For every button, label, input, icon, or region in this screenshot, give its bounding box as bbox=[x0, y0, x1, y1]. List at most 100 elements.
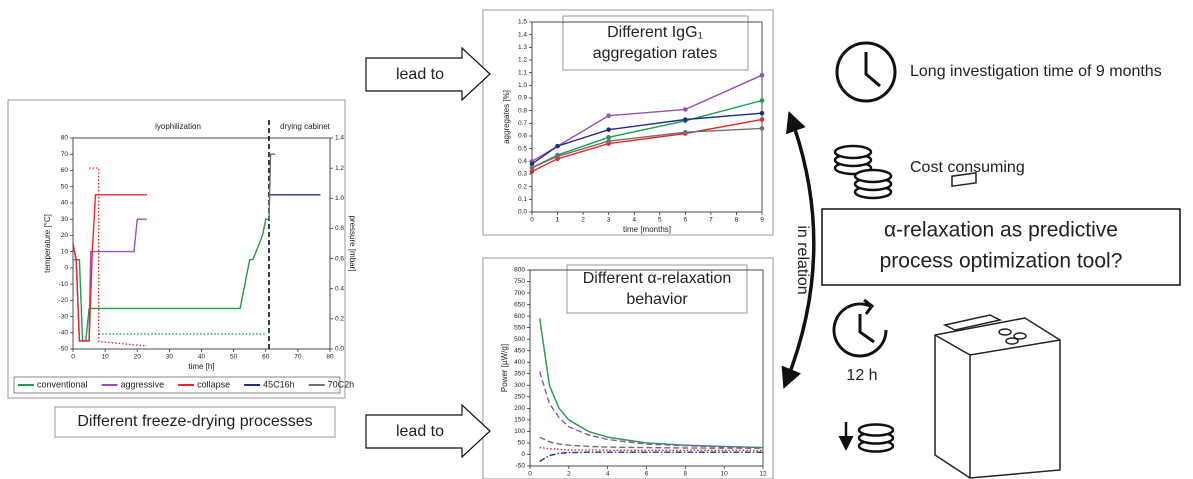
x-tick-label: 9 bbox=[760, 217, 764, 224]
y-tick-label: 50 bbox=[518, 440, 526, 447]
x-tick-label: 5 bbox=[658, 217, 662, 224]
y2-tick-label: 1.2 bbox=[335, 165, 344, 172]
y-tick-label: 550 bbox=[514, 324, 525, 331]
x-tick-label: 70 bbox=[294, 354, 302, 361]
y-tick-label: 250 bbox=[514, 394, 525, 401]
chart-title: aggregation rates bbox=[593, 45, 718, 62]
x-tick-label: 4 bbox=[632, 217, 636, 224]
x-tick-label: 0 bbox=[528, 471, 532, 478]
y2-tick-label: 1.4 bbox=[335, 135, 344, 142]
marker bbox=[683, 129, 688, 135]
lead-to-label: lead to bbox=[396, 66, 444, 83]
y2-tick-label: 0.4 bbox=[335, 285, 344, 292]
arrow-shape bbox=[365, 403, 491, 459]
y-tick-label: 10 bbox=[61, 248, 69, 255]
marker bbox=[759, 72, 765, 78]
y-tick-label: 1.3 bbox=[518, 44, 527, 51]
title-box bbox=[562, 15, 749, 71]
series-line bbox=[539, 436, 763, 449]
marker bbox=[529, 169, 535, 174]
y-tick-label: 1.4 bbox=[518, 31, 527, 38]
y-tick-label: 800 bbox=[514, 267, 525, 274]
y-axis-label: aggregates [%] bbox=[502, 90, 511, 144]
question-box bbox=[821, 208, 1181, 286]
lead-to-label: lead to bbox=[396, 423, 444, 440]
y-tick-label: 0.6 bbox=[518, 133, 527, 140]
marker bbox=[606, 127, 611, 132]
y-tick-label: 300 bbox=[514, 382, 525, 389]
plot-area bbox=[531, 21, 763, 213]
timer-icon bbox=[832, 298, 888, 358]
annotation: lyophilization bbox=[155, 122, 201, 131]
chart-title: Different α-relaxation bbox=[583, 270, 732, 287]
legend-box bbox=[13, 376, 341, 394]
arrow-shape bbox=[365, 46, 491, 102]
y-tick-label: 100 bbox=[514, 428, 525, 435]
y-tick-label: 0.8 bbox=[518, 107, 527, 114]
y2-tick-label: 0.2 bbox=[335, 316, 344, 323]
relation-label: in relation bbox=[794, 225, 811, 294]
y-tick-label: 1.0 bbox=[518, 82, 527, 89]
info-text: Cost consuming bbox=[910, 159, 1025, 176]
y-tick-label: 1.2 bbox=[518, 57, 527, 64]
y2-tick-label: 1.0 bbox=[335, 195, 344, 202]
x-tick-label: 6 bbox=[684, 217, 688, 224]
series-line bbox=[72, 194, 147, 342]
series-line bbox=[539, 451, 763, 463]
x-tick-label: 12 bbox=[759, 471, 767, 478]
x-tick-label: 60 bbox=[262, 354, 270, 361]
y-tick-label: -20 bbox=[59, 297, 69, 304]
x-tick-label: 3 bbox=[607, 217, 611, 224]
y-tick-label: 0.1 bbox=[518, 196, 527, 203]
x-tick-label: 2 bbox=[567, 471, 571, 478]
y-tick-label: 650 bbox=[514, 301, 525, 308]
marker bbox=[759, 110, 765, 116]
y-tick-label: 200 bbox=[514, 405, 525, 412]
x-axis-label: time [h] bbox=[188, 362, 214, 371]
x-tick-label: 50 bbox=[230, 354, 238, 361]
x-tick-label: 4 bbox=[606, 471, 610, 478]
x-tick-label: 8 bbox=[684, 471, 688, 478]
legend-label: collapse bbox=[197, 379, 230, 389]
y-tick-label: 600 bbox=[514, 313, 525, 320]
chart-title: Different IgG₁ bbox=[607, 24, 703, 41]
y-tick-label: 70 bbox=[61, 151, 69, 158]
y-tick-label: 60 bbox=[61, 167, 69, 174]
y-tick-label: -40 bbox=[59, 329, 69, 336]
x-tick-label: 20 bbox=[134, 354, 142, 361]
question-text: process optimization tool? bbox=[880, 250, 1123, 273]
y-tick-label: 20 bbox=[61, 232, 69, 239]
y-tick-label: 750 bbox=[514, 278, 525, 285]
duration-label: 12 h bbox=[846, 367, 877, 384]
x-tick-label: 0 bbox=[530, 217, 534, 224]
marker bbox=[683, 107, 688, 112]
marker bbox=[759, 126, 765, 131]
marker bbox=[759, 98, 765, 103]
marker bbox=[606, 113, 611, 119]
y-tick-label: 1.5 bbox=[518, 19, 527, 26]
x-tick-label: 10 bbox=[102, 354, 110, 361]
y-tick-label: 0.4 bbox=[518, 158, 527, 165]
y-tick-label: 0.2 bbox=[518, 183, 527, 190]
y2-axis-label: pressure [mbar] bbox=[348, 215, 357, 271]
y-tick-label: 450 bbox=[514, 347, 525, 354]
y-tick-label: 1.1 bbox=[518, 69, 527, 76]
x-tick-label: 8 bbox=[735, 217, 739, 224]
y-tick-label: 0.3 bbox=[518, 171, 527, 178]
y-axis-label: temperature [°C] bbox=[43, 214, 52, 273]
legend-label: 45C16h bbox=[263, 379, 295, 389]
x-tick-label: 7 bbox=[709, 217, 713, 224]
title-box bbox=[566, 264, 748, 314]
x-tick-label: 0 bbox=[71, 354, 75, 361]
y-tick-label: 0.7 bbox=[518, 120, 527, 127]
x-tick-label: 40 bbox=[198, 354, 206, 361]
y-tick-label: -30 bbox=[59, 313, 69, 320]
y2-tick-label: 0.8 bbox=[335, 225, 344, 232]
y-tick-label: -10 bbox=[59, 281, 69, 288]
y-tick-label: 40 bbox=[61, 200, 69, 207]
y2-tick-label: 0.0 bbox=[335, 346, 344, 353]
y-tick-label: 50 bbox=[61, 183, 69, 190]
x-tick-label: 6 bbox=[645, 471, 649, 478]
series-line bbox=[89, 167, 147, 347]
